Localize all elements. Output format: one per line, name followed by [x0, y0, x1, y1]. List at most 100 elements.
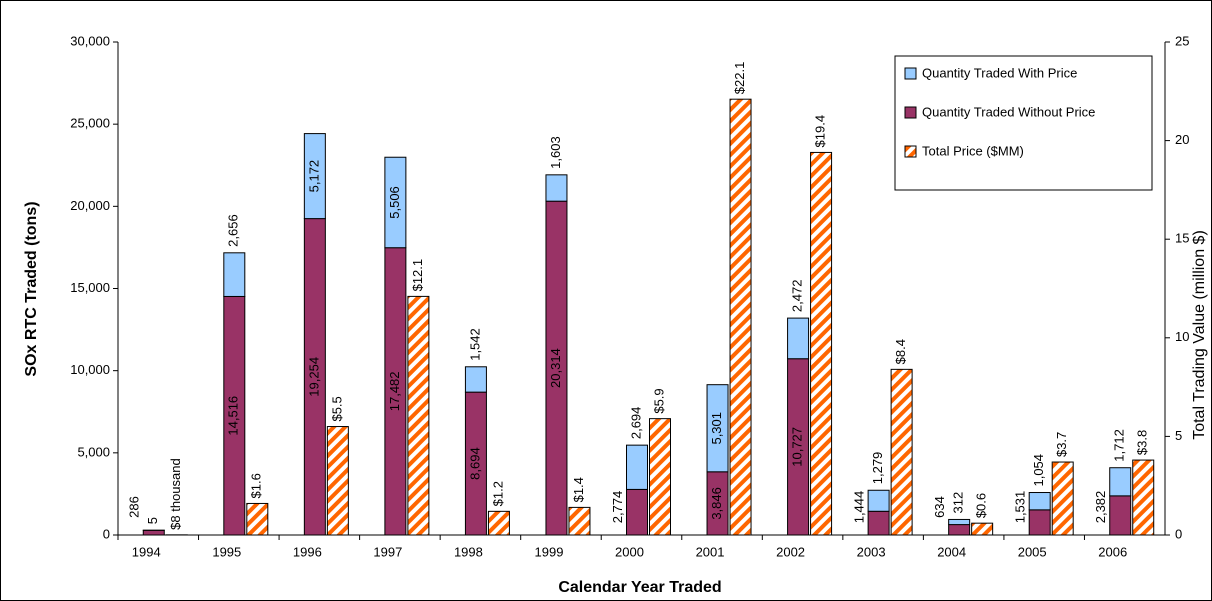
price-label: $19.4 [813, 115, 828, 148]
quantity-label: 8,694 [467, 447, 482, 480]
price-bar [890, 368, 913, 536]
legend-swatch [904, 106, 917, 119]
quantity-bar [1109, 467, 1132, 497]
legend-swatch [904, 145, 917, 158]
price-bar [729, 98, 752, 536]
x-axis-title: Calendar Year Traded [558, 579, 721, 596]
quantity-bar [545, 174, 568, 202]
y2-tick-label: 15 [1175, 231, 1189, 246]
quantity-bar [1109, 495, 1132, 536]
y2-tick-label: 10 [1175, 329, 1189, 344]
x-tick-label: 2000 [615, 544, 644, 559]
price-bar [487, 510, 510, 536]
x-tick-label: 2004 [937, 544, 966, 559]
quantity-bar [303, 133, 326, 220]
legend-label: Quantity Traded With Price [922, 65, 1077, 80]
quantity-label: 1,054 [1031, 454, 1046, 487]
y-tick-label: 30,000 [70, 33, 110, 48]
quantity-label: 2,694 [628, 407, 643, 440]
price-label: $0.6 [974, 493, 989, 518]
y2-tick-label: 25 [1175, 33, 1189, 48]
x-tick-label: 2006 [1098, 544, 1127, 559]
quantity-label: 634 [932, 496, 947, 518]
y-tick-label: 5,000 [77, 444, 110, 459]
price-bar [971, 522, 994, 536]
quantity-label: 1,542 [467, 328, 482, 361]
price-bar [568, 506, 591, 536]
quantity-label: 2,774 [610, 491, 625, 524]
price-label: $1.6 [249, 473, 264, 498]
y-tick-label: 15,000 [70, 280, 110, 295]
quantity-bar [787, 317, 810, 360]
quantity-label: 14,516 [226, 396, 241, 436]
quantity-label: 1,603 [548, 136, 563, 169]
price-label: $1.4 [571, 477, 586, 502]
x-tick-label: 2005 [1018, 544, 1047, 559]
quantity-label: 5,172 [306, 160, 321, 193]
y2-tick-label: 20 [1175, 132, 1189, 147]
price-bar [246, 502, 269, 536]
quantity-label: 5,506 [387, 186, 402, 219]
price-label: $3.7 [1054, 432, 1069, 457]
quantity-bar [223, 252, 246, 297]
y2-axis-title: Total Trading Value (million $) [1191, 230, 1208, 440]
price-label: $5.5 [329, 396, 344, 421]
quantity-bar [867, 510, 890, 536]
quantity-label: 10,727 [790, 427, 805, 467]
x-tick-label: 1998 [454, 544, 483, 559]
quantity-label: 5,301 [709, 412, 724, 445]
price-label: $8.4 [893, 339, 908, 364]
x-tick-label: 2003 [857, 544, 886, 559]
quantity-bar [464, 366, 487, 393]
quantity-label: 1,531 [1013, 491, 1028, 524]
x-tick-label: 1999 [535, 544, 564, 559]
price-label: $5.9 [651, 388, 666, 413]
y-tick-label: 20,000 [70, 198, 110, 213]
quantity-label: 20,314 [548, 348, 563, 388]
quantity-bar [384, 156, 407, 249]
quantity-label: 2,656 [226, 214, 241, 247]
quantity-bar [1028, 509, 1051, 536]
price-bar [810, 151, 833, 536]
x-tick-label: 1997 [373, 544, 402, 559]
price-label: $8 thousand [168, 458, 183, 530]
price-label: $22.1 [732, 62, 747, 95]
quantity-bar [948, 518, 971, 526]
x-tick-label: 1994 [132, 544, 161, 559]
price-bar [649, 418, 671, 536]
x-tick-label: 2001 [696, 544, 725, 559]
y-axis-title: SOx RTC Traded (tons) [23, 201, 40, 376]
x-tick-label: 1995 [212, 544, 241, 559]
price-label: $1.2 [490, 481, 505, 506]
quantity-bar [142, 529, 165, 536]
price-bar [326, 426, 349, 536]
quantity-label: 2,382 [1093, 491, 1108, 524]
quantity-label: 1,279 [870, 452, 885, 485]
y2-tick-label: 0 [1175, 526, 1182, 541]
legend-box [894, 55, 1153, 191]
quantity-label: 286 [127, 496, 142, 518]
quantity-bar [626, 444, 648, 490]
y-tick-label: 25,000 [70, 116, 110, 131]
quantity-bar [1028, 492, 1051, 511]
y-tick-label: 10,000 [70, 362, 110, 377]
legend-label: Quantity Traded Without Price [922, 104, 1095, 119]
quantity-bar [867, 489, 890, 512]
quantity-label: 5 [145, 517, 160, 524]
quantity-label: 19,254 [306, 357, 321, 397]
price-bar [1132, 459, 1155, 536]
quantity-label: 2,472 [790, 280, 805, 313]
y-tick-label: 0 [103, 526, 110, 541]
quantity-label: 312 [951, 492, 966, 514]
quantity-label: 1,712 [1112, 429, 1127, 462]
price-label: $12.1 [410, 259, 425, 292]
legend-label: Total Price ($MM) [922, 143, 1024, 158]
price-bar [407, 295, 430, 536]
quantity-label: 17,482 [387, 371, 402, 411]
quantity-bar [626, 488, 648, 536]
price-label: $3.8 [1135, 430, 1150, 455]
quantity-bar [706, 384, 729, 473]
legend-swatch [904, 67, 917, 80]
y2-tick-label: 5 [1175, 428, 1182, 443]
